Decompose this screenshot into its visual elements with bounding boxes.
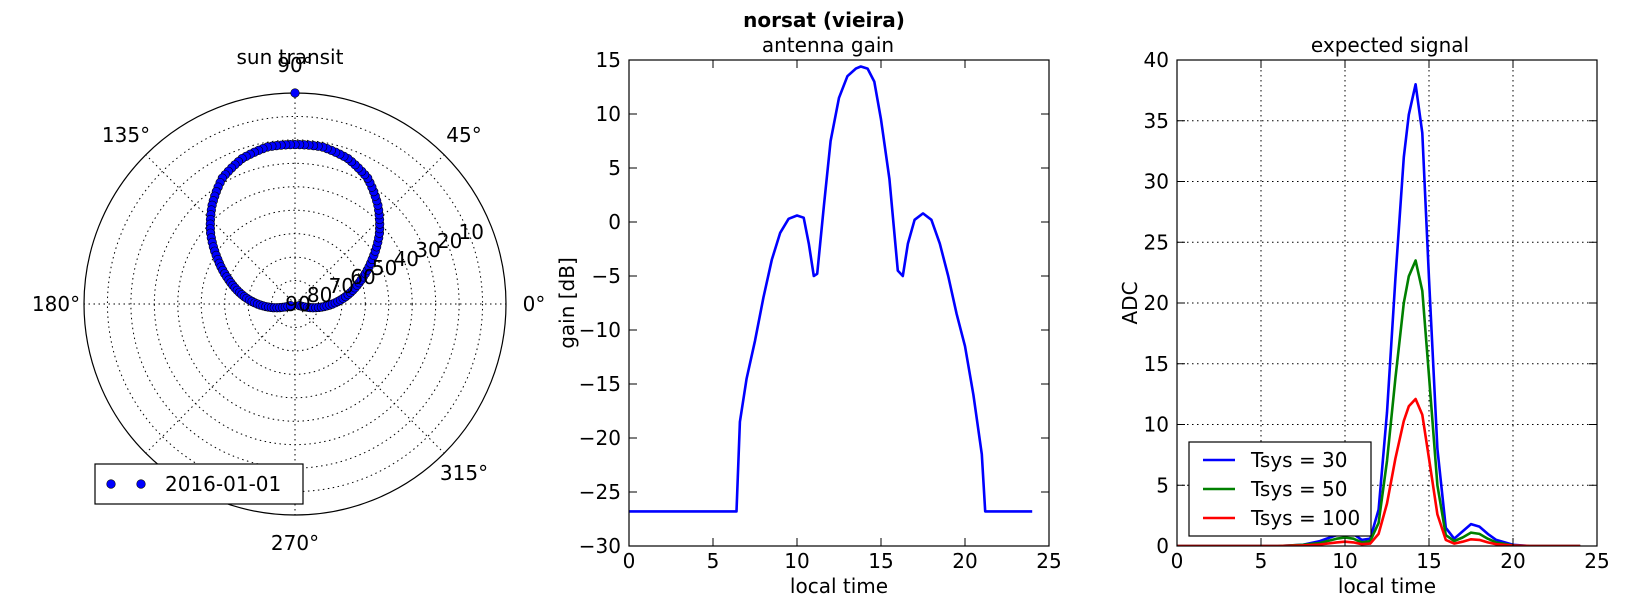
polar-point <box>285 301 296 311</box>
polar-grid-spoke-225 <box>145 303 296 454</box>
signal-ylabel: ADC <box>1118 281 1142 324</box>
polar-angle-label-180: 180° <box>32 292 80 316</box>
signal-line-tsys-50 <box>1177 259 1581 546</box>
gain-plot-frame <box>628 59 1050 547</box>
gain-xtick-label-0: 0 <box>623 549 636 573</box>
polar-angle-label-315: 315° <box>440 461 488 485</box>
gain-ytick-label-10: −10 <box>579 318 621 342</box>
signal-legend-label-tsys-50: Tsys = 50 <box>1250 477 1348 501</box>
gain-ytick-label-5: 5 <box>608 156 621 180</box>
signal-ytick-label-20: 20 <box>1144 291 1169 315</box>
signal-ticks: 0 5 10 15 20 25 0 5 10 15 20 25 30 35 40 <box>1144 48 1610 573</box>
signal-legend-label-tsys-30: Tsys = 30 <box>1250 448 1348 472</box>
signal-ytick-label-30: 30 <box>1144 170 1169 194</box>
signal-xtick-label-10: 10 <box>1332 549 1357 573</box>
gain-ytick-label-15: −15 <box>579 372 621 396</box>
gain-ytick-label-5: −5 <box>592 264 621 288</box>
polar-radius-label-70: 70 <box>329 274 354 298</box>
gain-ytick-label-30: −30 <box>579 534 621 558</box>
polar-angle-label-45: 45° <box>446 123 481 147</box>
gain-xtick-label-15: 15 <box>868 549 893 573</box>
polar-legend-marker <box>106 479 116 489</box>
gain-line <box>629 65 1033 513</box>
polar-legend-marker <box>136 479 146 489</box>
polar-radius-label-50: 50 <box>372 256 397 280</box>
polar-grid-spoke-135 <box>145 154 296 305</box>
gain-ticks: 0 5 10 15 20 25 −30 −25 −20 −15 −10 −5 0 5 10 15 <box>579 48 1062 573</box>
polar-legend: 2016-01-01 <box>94 463 304 505</box>
polar-radius-label-90: 90 <box>285 292 310 316</box>
signal-ytick-label-15: 15 <box>1144 352 1169 376</box>
polar-angle-label-90: 90° <box>277 53 312 77</box>
polar-radius-label-40: 40 <box>394 247 419 271</box>
signal-xlabel: local time <box>1338 574 1436 598</box>
signal-ytick-label-35: 35 <box>1144 109 1169 133</box>
signal-legend-label-tsys-100: Tsys = 100 <box>1250 506 1360 530</box>
expected-signal-chart: expected signal 0 5 10 15 20 25 0 5 10 15 20 25 30 35… <box>1118 33 1610 598</box>
polar-radius-label-10: 10 <box>459 220 484 244</box>
polar-radius-label-30: 30 <box>415 238 440 262</box>
gain-series <box>629 65 1033 513</box>
gain-title: antenna gain <box>762 33 894 57</box>
polar-legend-label: 2016-01-01 <box>165 472 281 496</box>
gain-ytick-label-10: 10 <box>596 102 621 126</box>
figure-suptitle: norsat (vieira) <box>743 8 905 32</box>
polar-grid-spoke-315 <box>294 303 445 454</box>
polar-angle-label-270: 270° <box>271 531 319 555</box>
polar-radius-label-20: 20 <box>437 229 462 253</box>
polar-grid-circle-40 <box>177 186 413 422</box>
polar-radius-label-80: 80 <box>307 283 332 307</box>
polar-labels: 0°45°90°135°180°225°270°315°102030405060… <box>32 53 545 555</box>
gain-xtick-label-5: 5 <box>707 549 720 573</box>
gain-xtick-label-25: 25 <box>1036 549 1061 573</box>
polar-points <box>205 88 385 313</box>
signal-xtick-label-0: 0 <box>1171 549 1184 573</box>
signal-xtick-label-25: 25 <box>1584 549 1609 573</box>
signal-ytick-label-25: 25 <box>1144 230 1169 254</box>
polar-radius-label-60: 60 <box>350 265 375 289</box>
antenna-gain-chart: antenna gain 0 5 10 15 20 25 −30 −25 −20 −15 −10 −5… <box>555 33 1062 598</box>
polar-grid-circle-50 <box>200 209 390 399</box>
gain-ytick-label-0: 0 <box>608 210 621 234</box>
signal-line-tsys-100 <box>1177 397 1581 546</box>
polar-grid-circle-20 <box>130 139 460 469</box>
polar-title: sun transit <box>237 45 344 69</box>
polar-chart: sun transit 0°45°90°135°180°225°270°315°… <box>32 45 545 555</box>
gain-xtick-label-10: 10 <box>784 549 809 573</box>
signal-ytick-label-0: 0 <box>1156 534 1169 558</box>
signal-ytick-label-5: 5 <box>1156 473 1169 497</box>
polar-grid <box>83 92 507 516</box>
signal-xtick-label-20: 20 <box>1500 549 1525 573</box>
polar-grid-spoke-45 <box>294 154 445 305</box>
gain-xtick-label-20: 20 <box>952 549 977 573</box>
signal-xtick-label-5: 5 <box>1255 549 1268 573</box>
gain-xlabel: local time <box>790 574 888 598</box>
polar-legend-box <box>94 463 304 505</box>
signal-xtick-label-15: 15 <box>1416 549 1441 573</box>
gain-ytick-label-20: −20 <box>579 426 621 450</box>
signal-ytick-label-40: 40 <box>1144 48 1169 72</box>
signal-ytick-label-10: 10 <box>1144 413 1169 437</box>
polar-angle-label-135: 135° <box>102 123 150 147</box>
polar-angle-label-0: 0° <box>523 292 546 316</box>
signal-grid <box>1177 60 1597 546</box>
signal-legend: Tsys = 30 Tsys = 50 Tsys = 100 <box>1188 441 1372 537</box>
gain-ytick-label-15: 15 <box>596 48 621 72</box>
gain-ylabel: gain [dB] <box>555 257 579 349</box>
gain-ytick-label-25: −25 <box>579 480 621 504</box>
polar-grid-circle-10 <box>106 115 484 493</box>
polar-point <box>290 88 300 98</box>
signal-title: expected signal <box>1311 33 1469 57</box>
